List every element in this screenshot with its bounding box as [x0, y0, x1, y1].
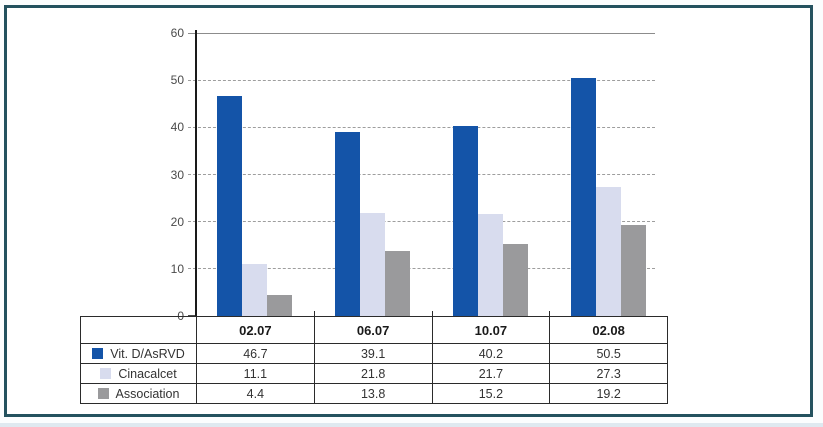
- legend-swatch-vit-d-asrvd: [92, 347, 104, 359]
- bar-association-02.07: [267, 295, 293, 316]
- value-cell: 27.3: [549, 363, 668, 384]
- value-cell: 4.4: [196, 383, 315, 404]
- table-row-cinacalcet: Cinacalcet 11.1 21.8 21.7 27.3: [80, 363, 668, 384]
- table-header-06.07: 06.07: [313, 316, 433, 344]
- value-cell: 50.5: [549, 343, 668, 364]
- table-header-02.08: 02.08: [549, 316, 668, 344]
- category-boundary-tick: [313, 311, 315, 316]
- bar-association-02.08: [620, 225, 646, 316]
- y-axis-tick-label: 20: [170, 214, 184, 229]
- table-header-10.07: 10.07: [431, 316, 551, 344]
- gridline-40: [188, 126, 655, 128]
- bar-vit-d-asrvd-06.07: [335, 131, 361, 316]
- y-axis-tick-label: 50: [170, 73, 184, 88]
- page-background-strip: [0, 423, 823, 427]
- y-axis-tick-label: 60: [170, 26, 184, 40]
- y-axis-tick-label: 10: [170, 261, 184, 276]
- category-boundary-tick: [549, 311, 551, 316]
- bar-chart: 0 10 20 30 40 50 60 02.07 06.07 10.07 02.08 Vit. D…: [7, 8, 810, 414]
- gridline-10: [188, 268, 655, 270]
- category-boundary-tick: [431, 311, 433, 316]
- legend-swatch-association: [97, 387, 109, 399]
- table-row-association: Association 4.4 13.8 15.2 19.2: [80, 383, 668, 404]
- bar-cinacalcet-10.07: [477, 213, 503, 316]
- value-cell: 46.7: [196, 343, 315, 364]
- table-header-row: 02.07 06.07 10.07 02.08: [80, 316, 668, 344]
- chart-panel: 0 10 20 30 40 50 60 02.07 06.07 10.07 02.08 Vit. D…: [4, 5, 813, 417]
- legend-cell: Association: [80, 383, 197, 404]
- bar-vit-d-asrvd-02.07: [217, 95, 243, 316]
- table-row-vit-d-asrvd: Vit. D/AsRVD 46.7 39.1 40.2 50.5: [80, 343, 668, 364]
- value-cell: 11.1: [196, 363, 315, 384]
- value-cell: 21.8: [313, 363, 433, 384]
- zero-tick: [188, 315, 196, 316]
- legend-label: Cinacalcet: [118, 366, 177, 381]
- bar-association-06.07: [385, 250, 411, 316]
- bar-association-10.07: [502, 244, 528, 316]
- legend-cell: Vit. D/AsRVD: [80, 343, 197, 364]
- y-axis-tick-label: 40: [170, 120, 184, 135]
- legend-swatch-cinacalcet: [100, 367, 112, 379]
- legend-label: Association: [115, 386, 180, 401]
- gridline-60: [188, 32, 655, 34]
- data-table: 02.07 06.07 10.07 02.08 Vit. D/AsRVD 46.7 39.1…: [80, 316, 668, 404]
- gridline-50: [188, 79, 655, 81]
- gridline-20: [188, 221, 655, 223]
- legend-cell: Cinacalcet: [80, 363, 197, 384]
- bar-cinacalcet-06.07: [360, 213, 386, 316]
- value-cell: 40.2: [431, 343, 551, 364]
- table-corner-empty: [80, 316, 197, 344]
- y-axis-line: [195, 30, 197, 316]
- value-cell: 15.2: [431, 383, 551, 404]
- value-cell: 13.8: [313, 383, 433, 404]
- bar-vit-d-asrvd-02.08: [570, 77, 596, 316]
- bar-cinacalcet-02.08: [595, 187, 621, 316]
- bar-vit-d-asrvd-10.07: [452, 126, 478, 316]
- y-axis-tick-label: 30: [170, 167, 184, 182]
- value-cell: 39.1: [313, 343, 433, 364]
- value-cell: 19.2: [549, 383, 668, 404]
- bar-cinacalcet-02.07: [242, 263, 268, 316]
- legend-label: Vit. D/AsRVD: [110, 346, 185, 361]
- value-cell: 21.7: [431, 363, 551, 384]
- table-header-02.07: 02.07: [196, 316, 315, 344]
- gridline-30: [188, 174, 655, 175]
